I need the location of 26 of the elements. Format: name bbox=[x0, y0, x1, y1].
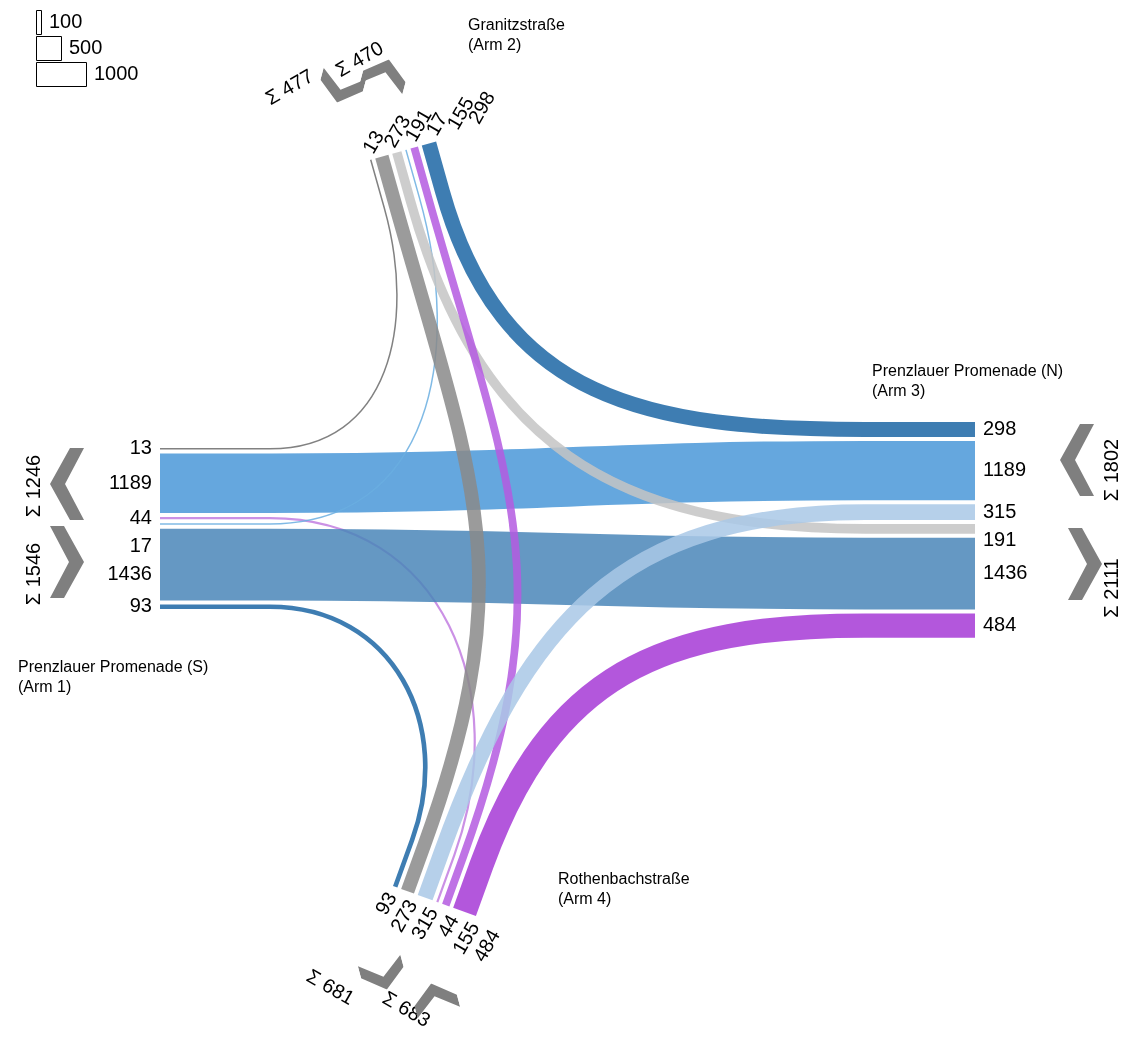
data-label: 1436 bbox=[107, 561, 152, 584]
text: Σ 1546 bbox=[21, 542, 44, 606]
category-label: Rothenbachstraße (Arm 4) bbox=[558, 870, 690, 908]
text: Σ 2111 bbox=[1099, 558, 1122, 618]
data-label: 44 bbox=[129, 505, 152, 528]
text: Σ 470 bbox=[331, 36, 387, 82]
text: 1000 bbox=[94, 61, 139, 84]
category-label: Prenzlauer Promenade (N) (Arm 3) bbox=[872, 362, 1064, 400]
data-label: 1189 bbox=[108, 470, 152, 493]
data-label: 315 bbox=[983, 499, 1017, 522]
data-label: 298 bbox=[983, 416, 1017, 439]
category-label: Prenzlauer Promenade (S) (Arm 1) bbox=[18, 658, 209, 696]
data-label: 17 bbox=[129, 533, 152, 556]
data-label: 93 bbox=[129, 594, 152, 617]
text: Σ 681 bbox=[303, 964, 359, 1010]
text: 500 bbox=[69, 35, 103, 58]
text: Σ 477 bbox=[261, 64, 317, 110]
data-label: 484 bbox=[983, 613, 1017, 636]
text: Σ 1802 bbox=[1099, 438, 1122, 502]
text: 100 bbox=[49, 9, 83, 32]
category-label: Granitzstraße (Arm 2) bbox=[468, 16, 566, 54]
text: Σ 1246 bbox=[21, 454, 44, 518]
data-label: 191 bbox=[983, 527, 1017, 550]
data-label: 13 bbox=[129, 436, 152, 459]
data-label: 1436 bbox=[983, 561, 1028, 584]
data-label: 1189 bbox=[983, 458, 1027, 481]
